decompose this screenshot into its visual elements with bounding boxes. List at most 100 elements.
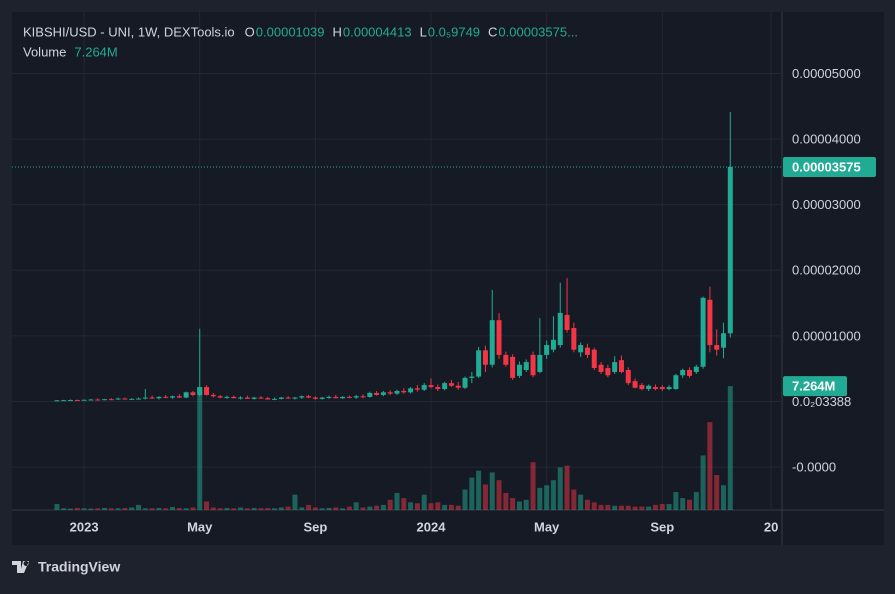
symbol-title: KIBSHI/USD - UNI, 1W, DEXTools.io (23, 24, 235, 39)
volume-bar (721, 485, 727, 510)
candle-body (183, 392, 189, 398)
y-tick-label: 0.00001000 (792, 328, 861, 343)
candle-body (360, 396, 366, 398)
candle-body (299, 396, 305, 398)
volume-bar (571, 489, 577, 510)
candle-body (414, 388, 420, 390)
candle-body (387, 392, 393, 394)
plot-frame (12, 12, 884, 545)
candle-body (557, 312, 563, 346)
volume-bar (380, 504, 386, 510)
candle-body (578, 345, 584, 353)
volume-bar (238, 507, 244, 510)
volume-bar (557, 467, 563, 510)
candle-body (482, 350, 488, 365)
candle-body (156, 396, 162, 399)
candle-body (680, 370, 686, 376)
volume-bar (136, 504, 142, 510)
volume-bar (646, 506, 652, 510)
y-tick-label: 0.00005000 (792, 66, 861, 81)
candle-body (108, 399, 114, 401)
candle-body (306, 396, 312, 398)
x-tick-label: Sep (650, 519, 674, 534)
candle-body (54, 400, 60, 402)
candle-body (721, 333, 727, 348)
volume-bar (122, 507, 128, 510)
volume-bar (700, 455, 706, 510)
candle-body (435, 387, 441, 390)
candle-body (401, 390, 407, 393)
volume-bar (530, 462, 536, 510)
candle-body (666, 387, 672, 390)
candle-body (659, 387, 665, 390)
legend-value: 0.00001039 (256, 24, 325, 39)
candle-body (428, 385, 434, 388)
volume-bar (258, 508, 264, 510)
logo-icon (12, 561, 29, 573)
candle-body (544, 345, 550, 355)
volume-bar (448, 504, 454, 510)
candle-body (67, 400, 73, 402)
volume-bar (584, 499, 590, 510)
candle-body (231, 396, 237, 399)
volume-bar (197, 387, 203, 510)
volume-bar (95, 508, 101, 510)
candle-body (727, 166, 733, 334)
last-price-box (783, 156, 876, 177)
legend-key: L (420, 24, 427, 39)
volume-bar (272, 508, 278, 510)
volume-bar (346, 506, 352, 510)
volume-bar (612, 505, 618, 510)
volume-bar (469, 477, 475, 510)
volume-bar (598, 504, 604, 510)
candle-body (618, 360, 624, 372)
volume-bar (455, 505, 461, 510)
volume-bar (61, 508, 67, 510)
candle-body (496, 320, 502, 355)
volume-bar (550, 480, 556, 510)
volume-bar (442, 504, 448, 510)
candle-body (550, 339, 556, 350)
volume-bar (81, 508, 87, 510)
candle-body (469, 376, 475, 378)
legend-value: 0.00003575... (498, 24, 578, 39)
candle-body (204, 387, 210, 395)
volume-bar (204, 501, 210, 510)
x-tick-label: May (187, 519, 213, 534)
candle-body (61, 400, 67, 402)
volume-bar (319, 508, 325, 510)
candle-body (639, 385, 645, 390)
volume-bar (537, 487, 543, 510)
candle-body (707, 299, 713, 346)
candle-body (516, 364, 522, 376)
candle-body (612, 362, 618, 372)
volume-bar (374, 505, 380, 510)
volume-bar (285, 506, 291, 510)
volume-bar (312, 507, 318, 510)
volume-bar (210, 507, 216, 510)
candle-body (238, 397, 244, 399)
volume-bar (88, 508, 94, 510)
candle-body (163, 396, 169, 398)
candle-body (605, 368, 611, 376)
candle-body (652, 387, 658, 390)
candle-body (503, 354, 509, 365)
volume-bar (686, 499, 692, 510)
candle-body (74, 400, 80, 402)
volume-bar (510, 498, 516, 510)
volume-bar (170, 506, 176, 510)
volume-bar (476, 470, 482, 510)
legend-key: H (332, 24, 341, 39)
candle-body (340, 396, 346, 399)
candle-body (326, 396, 332, 398)
volume-bar (482, 484, 488, 510)
volume-bar (591, 502, 597, 510)
legend-key: C (488, 24, 497, 39)
volume-title: Volume (23, 44, 66, 59)
volume-bar (176, 507, 182, 510)
volume-bar (115, 508, 121, 510)
volume-bar (639, 506, 645, 510)
volume-bar (421, 494, 427, 510)
